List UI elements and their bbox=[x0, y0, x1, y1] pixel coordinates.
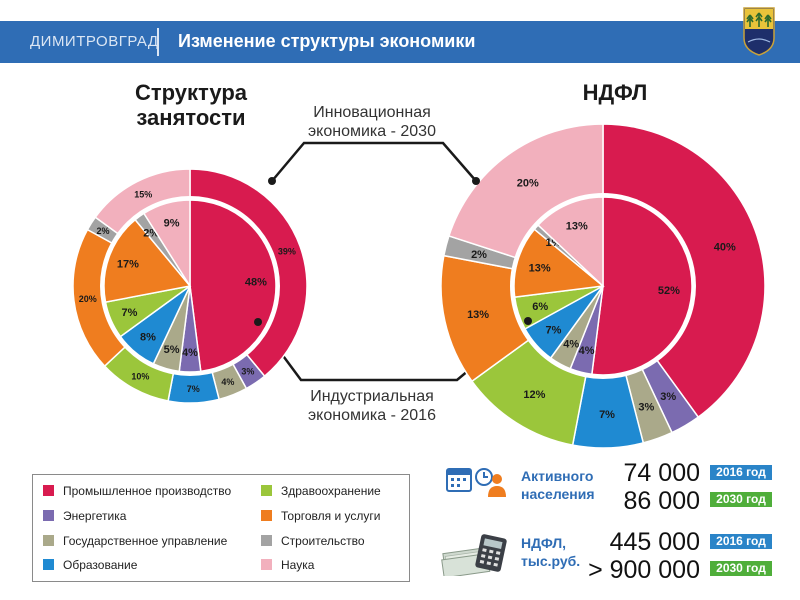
employment-2030-slice-label-industry: 39% bbox=[278, 246, 296, 256]
ndfl-2016-value: 445 000 bbox=[609, 528, 700, 556]
ndfl-2016-slice-label-science: 13% bbox=[566, 220, 588, 232]
employment-2016-slice-trade bbox=[103, 218, 192, 303]
population-label: Активного населения bbox=[521, 468, 595, 502]
employment-2030-slice-label-energy: 3% bbox=[241, 366, 254, 376]
header: ДИМИТРОВГРАД Изменение структуры экономи… bbox=[0, 0, 800, 66]
legend-label: Наука bbox=[281, 558, 315, 572]
legend-swatch-industry bbox=[43, 485, 54, 496]
ndfl-2016-badge: 2016 год bbox=[710, 534, 772, 549]
population-2016-value: 74 000 bbox=[623, 459, 700, 487]
legend-label: Энергетика bbox=[63, 509, 127, 523]
ndfl-2030-slice-label-energy: 3% bbox=[660, 391, 676, 403]
legend-swatch-health bbox=[261, 485, 272, 496]
era-connector-dots bbox=[254, 177, 532, 326]
ndfl-2016-slice-trade bbox=[513, 228, 605, 298]
ndfl-donut-chart: 40%3%3%7%12%13%2%20%52%4%4%7%6%13%1%13% bbox=[440, 123, 766, 449]
ndfl-2030-slice-label-health: 12% bbox=[523, 389, 545, 401]
calculator-money-icon bbox=[440, 532, 514, 579]
ndfl-2016-slice-label-energy: 4% bbox=[579, 345, 595, 357]
ndfl-2016-slice-science bbox=[537, 196, 604, 288]
legend-item-education: Образование bbox=[43, 557, 137, 573]
ndfl-label: НДФЛ, тыс.руб. bbox=[521, 535, 581, 569]
employment-donut-chart: 39%3%4%7%10%20%2%15%48%4%5%8%7%17%2%9% bbox=[72, 168, 308, 404]
employment-2030-slice-label-education: 7% bbox=[187, 384, 200, 394]
legend-label: Здравоохранение bbox=[281, 484, 381, 498]
population-2030-badge: 2030 год bbox=[710, 492, 772, 507]
legend-swatch-construction bbox=[261, 535, 272, 546]
legend-label: Государственное управление bbox=[63, 534, 228, 548]
legend-swatch-science bbox=[261, 559, 272, 570]
legend-swatch-government bbox=[43, 535, 54, 546]
ndfl-2030-slice-label-science: 20% bbox=[517, 177, 539, 189]
employment-2016-slice-label-education: 8% bbox=[140, 332, 156, 344]
legend-label: Строительство bbox=[281, 534, 365, 548]
legend-swatch-education bbox=[43, 559, 54, 570]
ndfl-2030-slice-label-industry: 40% bbox=[714, 241, 736, 253]
legend-item-energy: Энергетика bbox=[43, 508, 126, 524]
employment-2016-slice-label-government: 5% bbox=[164, 344, 180, 356]
ndfl-2016-slice-industry bbox=[591, 196, 693, 376]
legend-label: Торговля и услуги bbox=[281, 509, 381, 523]
employment-2030-slice-label-government: 4% bbox=[221, 377, 234, 387]
legend-label: Образование bbox=[63, 558, 138, 572]
employment-2030-slice-label-science: 15% bbox=[134, 189, 152, 199]
population-2030-value: 86 000 bbox=[623, 487, 700, 515]
connector-dot bbox=[524, 317, 532, 325]
ndfl-2030-slice-label-education: 7% bbox=[599, 409, 615, 421]
ndfl-2016-slice-label-trade: 13% bbox=[529, 262, 551, 274]
innovation-connector-line bbox=[271, 141, 477, 182]
title-banner bbox=[0, 21, 800, 63]
employment-2016-slice-label-science: 9% bbox=[164, 217, 180, 229]
page-title: Изменение структуры экономики bbox=[178, 31, 476, 51]
legend-swatch-energy bbox=[43, 510, 54, 521]
coat-of-arms-icon bbox=[743, 7, 775, 56]
connector-dot bbox=[254, 318, 262, 326]
ndfl-chart-title: НДФЛ bbox=[582, 80, 648, 105]
industrial-era-label: Индустриальная экономика - 2016 bbox=[308, 388, 436, 424]
legend-item-government: Государственное управление bbox=[43, 533, 227, 549]
ndfl-2016-slice-label-health: 6% bbox=[532, 301, 548, 313]
legend-item-trade: Торговля и услуги bbox=[261, 508, 380, 524]
legend-label: Промышленное производство bbox=[63, 484, 232, 498]
employment-2016-slice-label-trade: 17% bbox=[117, 258, 139, 270]
ndfl-2016-slice-label-industry: 52% bbox=[658, 285, 680, 297]
connector-dot bbox=[472, 177, 480, 185]
innovation-era-label: Инновационная экономика - 2030 bbox=[308, 104, 436, 140]
ndfl-2030-slice-label-government: 3% bbox=[638, 401, 654, 413]
employment-2016-slice-label-industry: 48% bbox=[245, 277, 267, 289]
employment-2030-slice-label-trade: 20% bbox=[79, 294, 97, 304]
employment-chart-title: Структура занятости bbox=[135, 80, 247, 130]
employment-2030-slice-label-health: 10% bbox=[131, 371, 149, 381]
employment-2016-slice-science bbox=[142, 199, 191, 289]
legend-item-health: Здравоохранение bbox=[261, 483, 381, 499]
ndfl-2030-slice-label-trade: 13% bbox=[467, 309, 489, 321]
city-name: ДИМИТРОВГРАД bbox=[30, 33, 159, 50]
legend-item-science: Наука bbox=[261, 557, 314, 573]
calendar-clock-person-icon bbox=[444, 463, 510, 505]
ndfl-2030-badge: 2030 год bbox=[710, 561, 772, 576]
ndfl-2016-slice-label-government: 4% bbox=[563, 339, 579, 351]
employment-2016-slice-label-energy: 4% bbox=[182, 347, 198, 359]
connector-dot bbox=[268, 177, 276, 185]
legend-item-construction: Строительство bbox=[261, 533, 365, 549]
ndfl-2030-slice-label-construction: 2% bbox=[471, 249, 487, 261]
banner-divider bbox=[157, 28, 159, 56]
employment-2016-slice-industry bbox=[189, 199, 277, 373]
legend-item-industry: Промышленное производство bbox=[43, 483, 231, 499]
legend-swatch-trade bbox=[261, 510, 272, 521]
employment-2016-slice-label-health: 7% bbox=[121, 307, 137, 319]
population-2016-badge: 2016 год bbox=[710, 465, 772, 480]
employment-2030-slice-label-construction: 2% bbox=[97, 226, 110, 236]
legend: Промышленное производство Энергетика Госуд… bbox=[32, 474, 410, 582]
ndfl-2016-slice-label-education: 7% bbox=[546, 324, 562, 336]
ndfl-2030-value: > 900 000 bbox=[588, 556, 700, 584]
